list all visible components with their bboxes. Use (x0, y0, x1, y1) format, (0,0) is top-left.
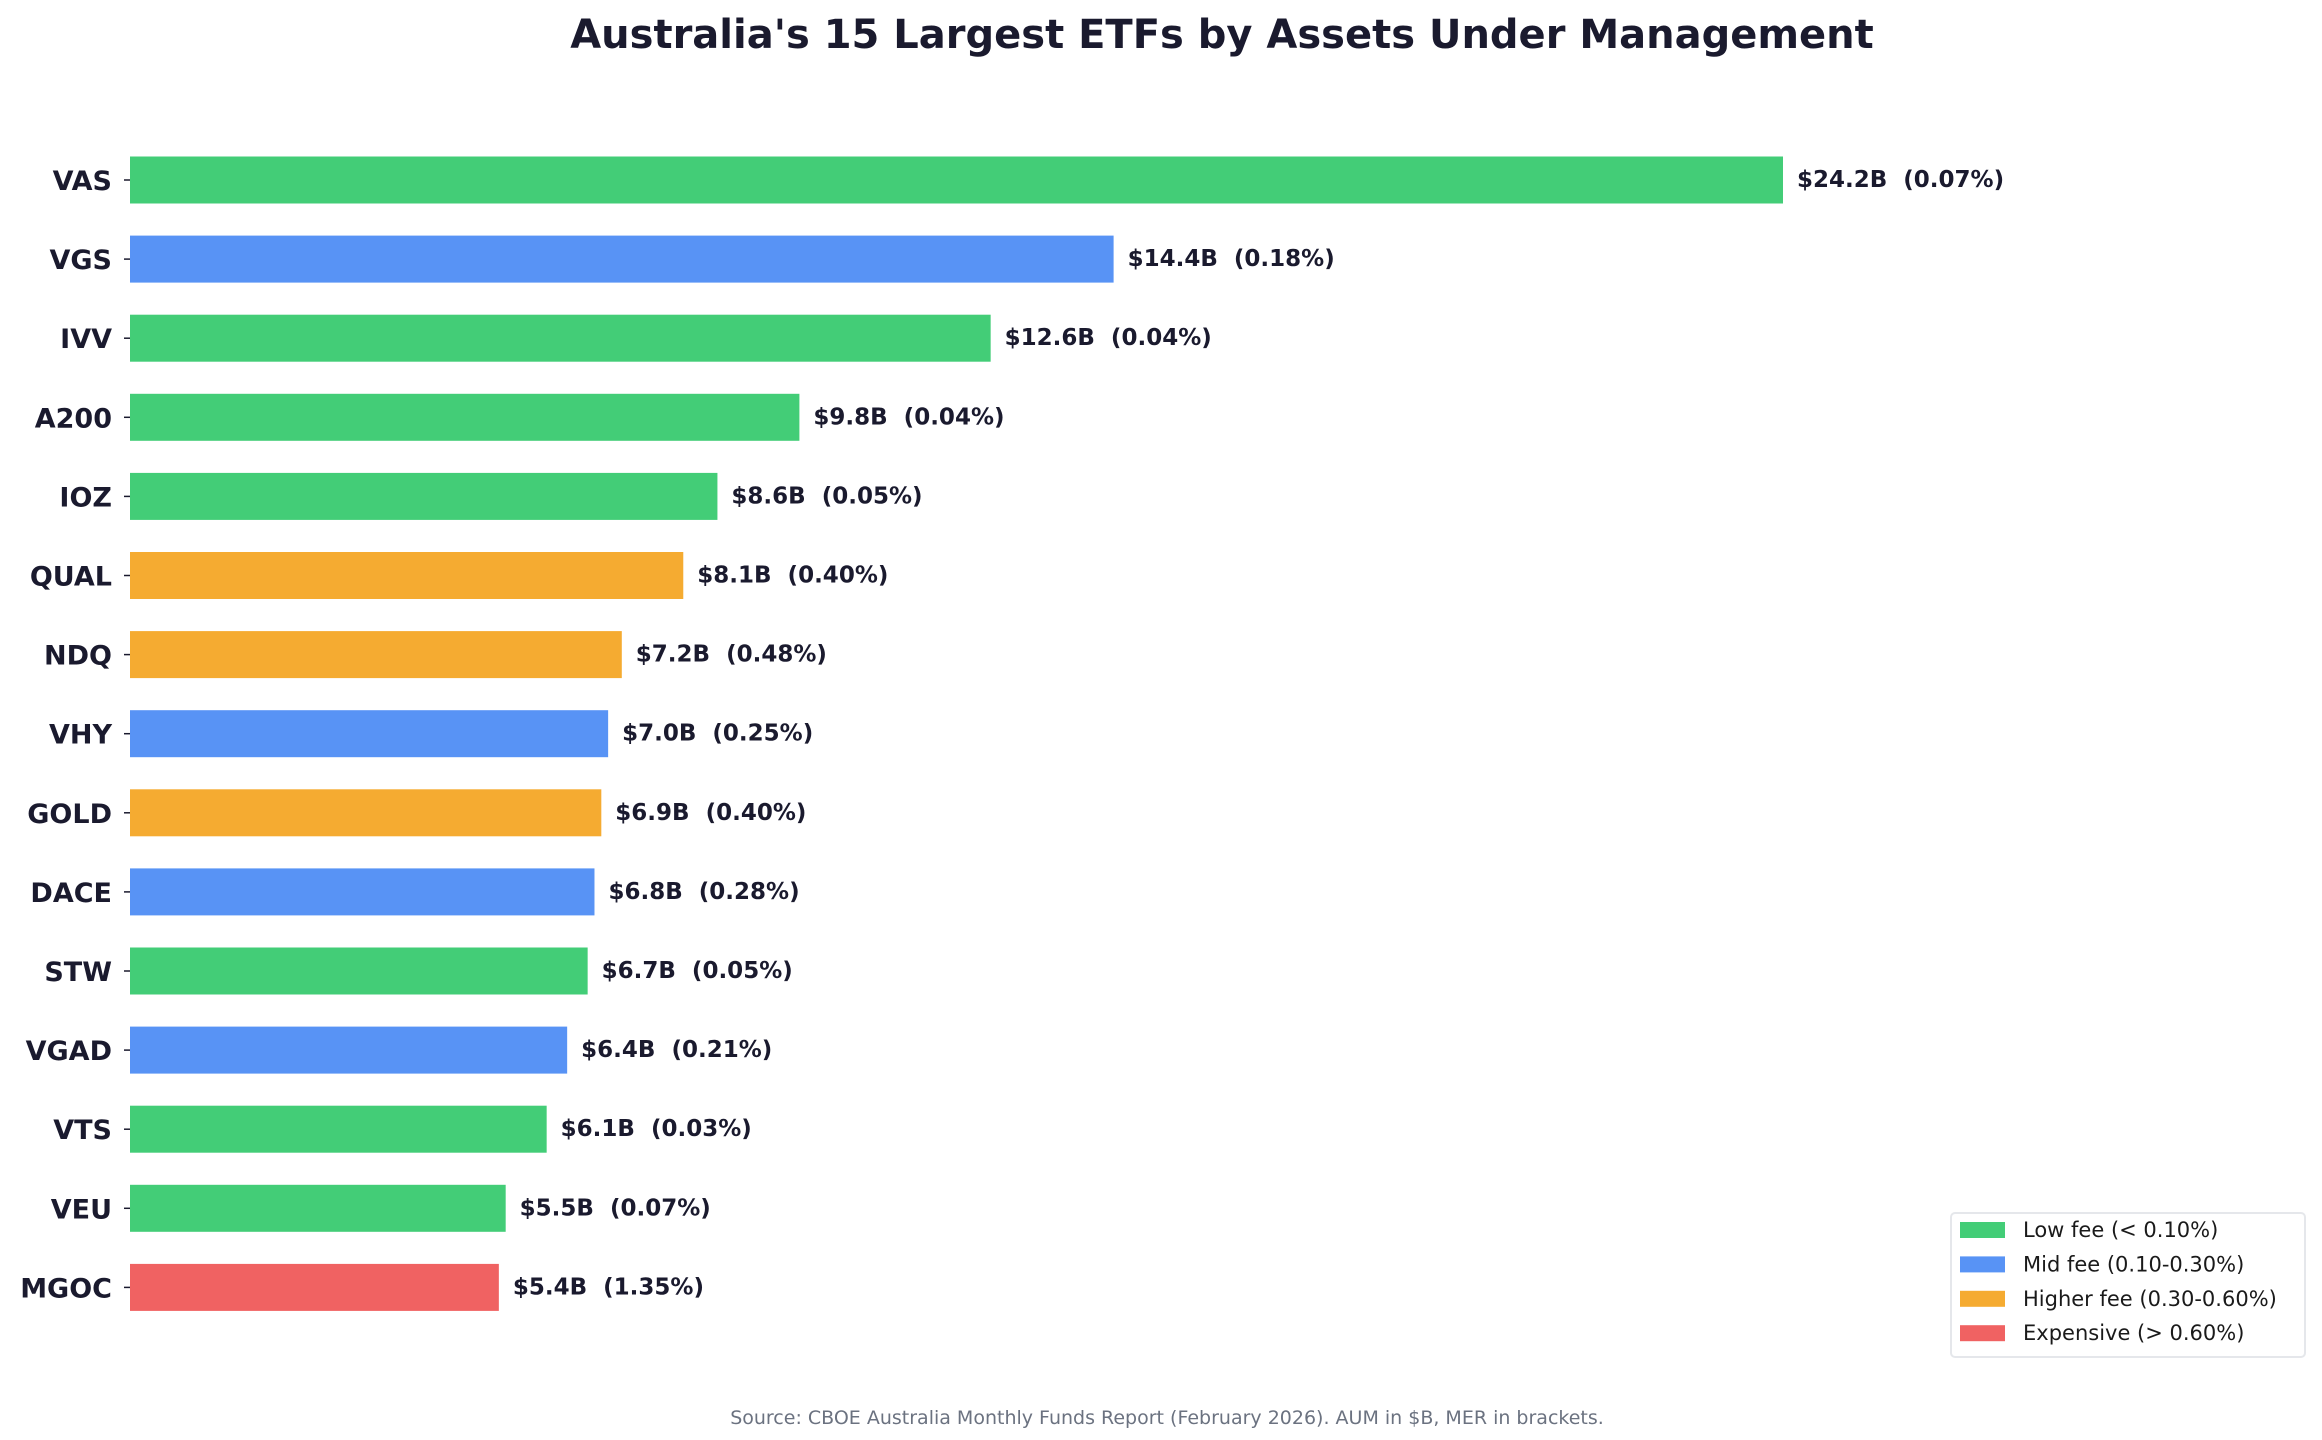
y-tick-label-ndq: NDQ (44, 641, 112, 672)
chart-title: Australia's 15 Largest ETFs by Assets Un… (570, 12, 1874, 58)
legend-swatch-low (1960, 1222, 2005, 1238)
data-labels: $24.2B (0.07%) $14.4B (0.18%) $12.6B (0.04… (513, 167, 2004, 1300)
bar-vgs (130, 235, 1114, 283)
legend-swatch-mid (1960, 1256, 2005, 1273)
legend: Low fee (< 0.10%) Mid fee (0.10-0.30%) Hig… (1950, 1212, 2306, 1358)
data-label-ivv: $12.6B (0.04%) (1005, 325, 1212, 351)
bar-gold (130, 789, 602, 837)
data-label-gold: $6.9B (0.40%) (615, 800, 806, 826)
y-tick-label-a200: A200 (35, 403, 112, 434)
y-axis: VAS VGS IVV A200 IOZ QUAL NDQ VHY GOLD DACE STW VGA… (20, 166, 130, 1304)
y-tick-label-vgad: VGAD (26, 1036, 112, 1067)
y-tick-label-gold: GOLD (27, 799, 112, 830)
legend-swatch-expensive (1960, 1325, 2005, 1342)
legend-label-expensive: Expensive (> 0.60%) (2023, 1321, 2244, 1345)
bar-stw (130, 947, 588, 995)
data-label-vgad: $6.4B (0.21%) (581, 1037, 772, 1063)
data-label-ioz: $8.6B (0.05%) (731, 483, 922, 509)
legend-label-higher: Higher fee (0.30-0.60%) (2023, 1287, 2277, 1311)
y-tick-label-vhy: VHY (49, 720, 112, 751)
bar-vgad (130, 1026, 568, 1074)
y-tick-label-mgoc: MGOC (20, 1273, 112, 1304)
legend-swatch-higher (1960, 1290, 2005, 1307)
legend-frame (1950, 1212, 2306, 1358)
data-label-vgs: $14.4B (0.18%) (1128, 246, 1335, 272)
bar-ndq (130, 631, 622, 679)
data-label-a200: $9.8B (0.04%) (813, 404, 1004, 430)
data-label-ndq: $7.2B (0.48%) (636, 642, 827, 668)
data-label-veu: $5.5B (0.07%) (520, 1195, 711, 1221)
y-tick-label-vas: VAS (53, 166, 112, 197)
legend-label-mid: Mid fee (0.10-0.30%) (2023, 1252, 2244, 1276)
y-tick-label-qual: QUAL (30, 562, 112, 593)
y-tick-label-stw: STW (44, 957, 112, 988)
bar-vhy (130, 710, 609, 758)
bar-dace (130, 868, 595, 916)
bar-ivv (130, 314, 991, 362)
bar-ioz (130, 472, 718, 520)
bar-vas (130, 156, 1783, 204)
y-tick-label-dace: DACE (30, 878, 112, 909)
data-label-stw: $6.7B (0.05%) (602, 958, 793, 984)
bar-mgoc (130, 1263, 499, 1311)
data-label-vhy: $7.0B (0.25%) (622, 721, 813, 747)
y-tick-label-veu: VEU (51, 1194, 112, 1225)
legend-label-low: Low fee (< 0.10%) (2023, 1218, 2218, 1242)
bar-veu (130, 1184, 506, 1232)
bar-vts (130, 1105, 547, 1153)
data-label-qual: $8.1B (0.40%) (697, 563, 888, 589)
y-tick-label-ivv: IVV (60, 324, 112, 355)
data-label-dace: $6.8B (0.28%) (608, 879, 799, 905)
source-note: Source: CBOE Australia Monthly Funds Rep… (730, 1407, 1604, 1429)
y-tick-label-vgs: VGS (49, 245, 112, 276)
y-tick-label-vts: VTS (53, 1115, 112, 1146)
bar-a200 (130, 393, 800, 441)
bars-layer (130, 156, 1783, 1311)
data-label-mgoc: $5.4B (1.35%) (513, 1274, 704, 1300)
data-label-vas: $24.2B (0.07%) (1797, 167, 2004, 193)
data-label-vts: $6.1B (0.03%) (561, 1116, 752, 1142)
y-tick-label-ioz: IOZ (59, 482, 112, 513)
bar-qual (130, 552, 684, 599)
